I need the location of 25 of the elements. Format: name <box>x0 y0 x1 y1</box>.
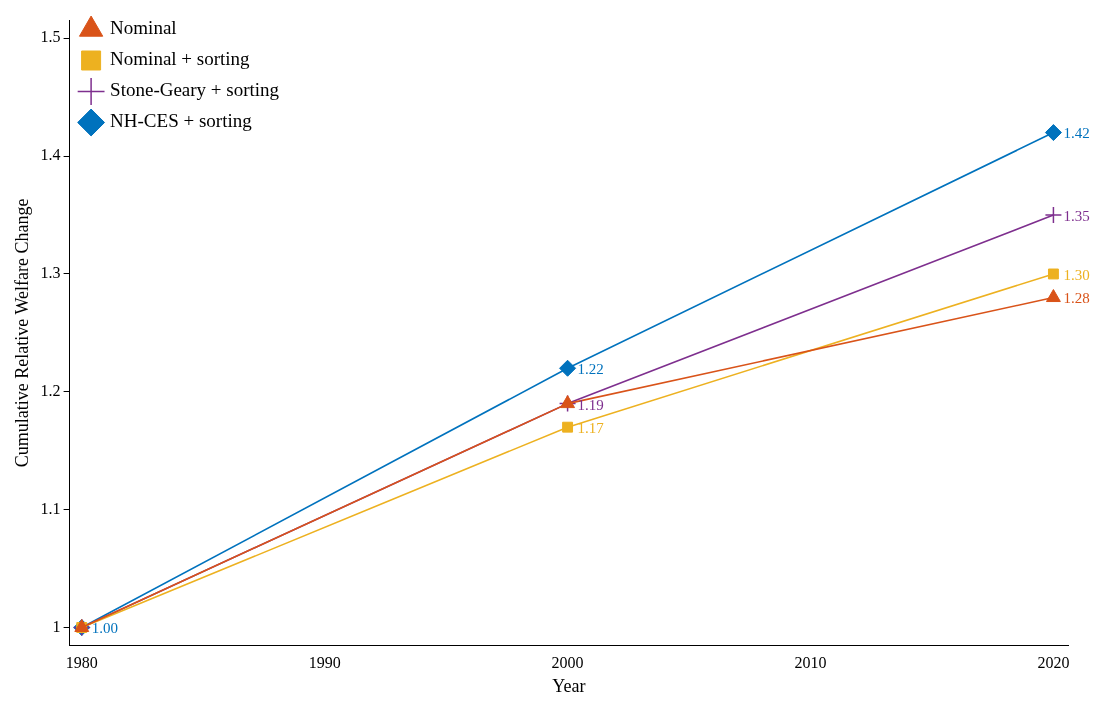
data-label: 1.35 <box>1063 207 1090 224</box>
x-tick-label: 2000 <box>551 654 584 671</box>
y-tick-label: 1 <box>52 617 61 635</box>
legend-label: Nominal + sorting <box>110 48 251 70</box>
data-label: 1.28 <box>1063 290 1090 307</box>
y-tick-label: 1.1 <box>40 499 61 517</box>
data-label: 1.30 <box>1063 266 1090 283</box>
x-tick-label: 1990 <box>308 654 341 671</box>
x-tick-label: 2010 <box>794 654 827 671</box>
x-tick-label: 1980 <box>65 654 98 671</box>
data-label: 1.22 <box>577 361 604 378</box>
x-axis-title: Year <box>552 675 586 696</box>
data-label: 1.00 <box>91 620 118 637</box>
legend-label: NH-CES + sorting <box>110 110 253 132</box>
y-tick-label: 1.3 <box>40 264 61 282</box>
y-tick-label: 1.4 <box>40 146 61 164</box>
x-tick-label: 2020 <box>1037 654 1070 671</box>
legend-label: Stone-Geary + sorting <box>110 79 280 101</box>
y-tick-label: 1.5 <box>40 28 61 46</box>
data-label: 1.19 <box>577 396 604 413</box>
y-tick-label: 1.2 <box>40 382 61 400</box>
data-label: 1.17 <box>577 420 605 437</box>
legend-label: Nominal <box>110 17 177 39</box>
y-axis-title: Cumulative Relative Welfare Change <box>11 198 32 468</box>
data-label: 1.42 <box>1063 125 1090 142</box>
